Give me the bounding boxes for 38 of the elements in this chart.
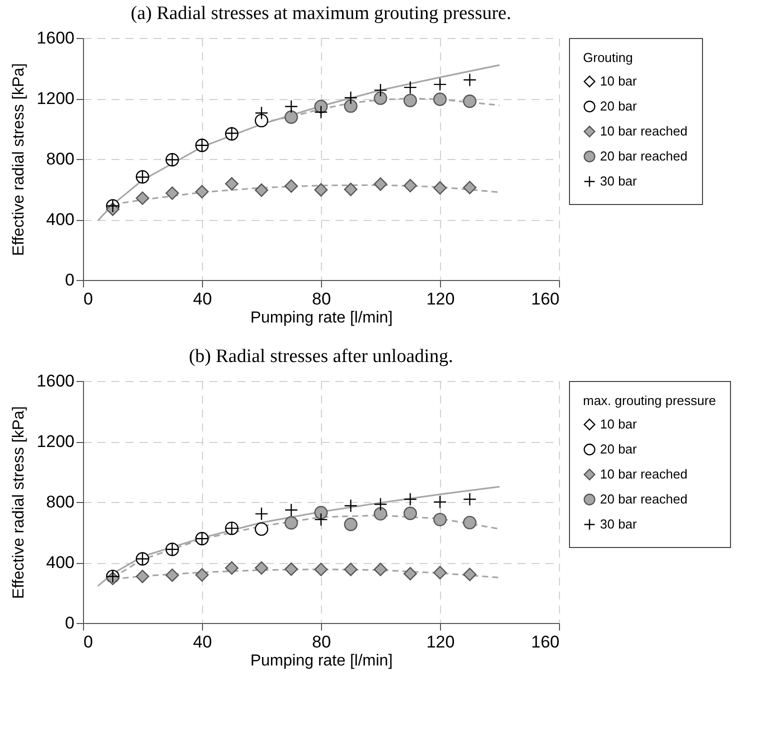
y-tick-label: 400 — [46, 210, 74, 229]
x-tick-label: 120 — [426, 290, 455, 308]
legend-label: 10 bar reached — [600, 466, 688, 482]
y-axis-title: Effective radial stress [kPa] — [10, 63, 28, 256]
x-axis-title: Pumping rate [l/min] — [250, 652, 393, 670]
legend-label: 20 bar reached — [600, 148, 688, 164]
x-tick-label: 120 — [426, 632, 455, 652]
legend-label: 10 bar — [600, 74, 638, 88]
x-tick-label: 160 — [531, 632, 560, 652]
y-tick-label: 1200 — [36, 432, 74, 451]
y-tick-label: 1600 — [36, 372, 74, 390]
legend-label: 20 bar — [600, 442, 638, 456]
chart-title: (b) Radial stresses after unloading. — [188, 346, 454, 367]
legend-label: 10 bar reached — [600, 124, 688, 138]
y-tick-label: 1200 — [36, 89, 74, 108]
legend-title: max. grouting pressure — [583, 393, 716, 408]
chart-title: (a) Radial stresses at maximum grouting pressure. — [130, 3, 512, 24]
legend-label: 20 bar — [600, 98, 638, 114]
y-tick-label: 0 — [65, 614, 74, 632]
legend-label: 30 bar — [600, 516, 638, 532]
y-axis-title: Effective radial stress [kPa] — [10, 406, 28, 599]
y-tick-label: 800 — [46, 150, 74, 168]
legend-label: 10 bar — [600, 416, 638, 432]
x-tick-label: 40 — [193, 632, 212, 652]
legend-label: 30 bar — [600, 174, 638, 188]
x-tick-label: 80 — [312, 290, 331, 308]
y-tick-label: 800 — [46, 492, 74, 512]
x-axis-title: Pumping rate [l/min] — [250, 310, 393, 326]
y-tick-label: 400 — [46, 553, 74, 572]
y-tick-label: 0 — [65, 270, 74, 290]
x-tick-label: 0 — [84, 632, 93, 652]
x-tick-label: 80 — [312, 632, 331, 652]
y-tick-label: 1600 — [36, 28, 74, 48]
legend-label: 20 bar reached — [600, 492, 688, 506]
legend-title: Grouting — [583, 50, 633, 65]
x-tick-label: 160 — [531, 290, 560, 308]
x-tick-label: 40 — [193, 290, 212, 308]
x-tick-label: 0 — [84, 290, 93, 308]
